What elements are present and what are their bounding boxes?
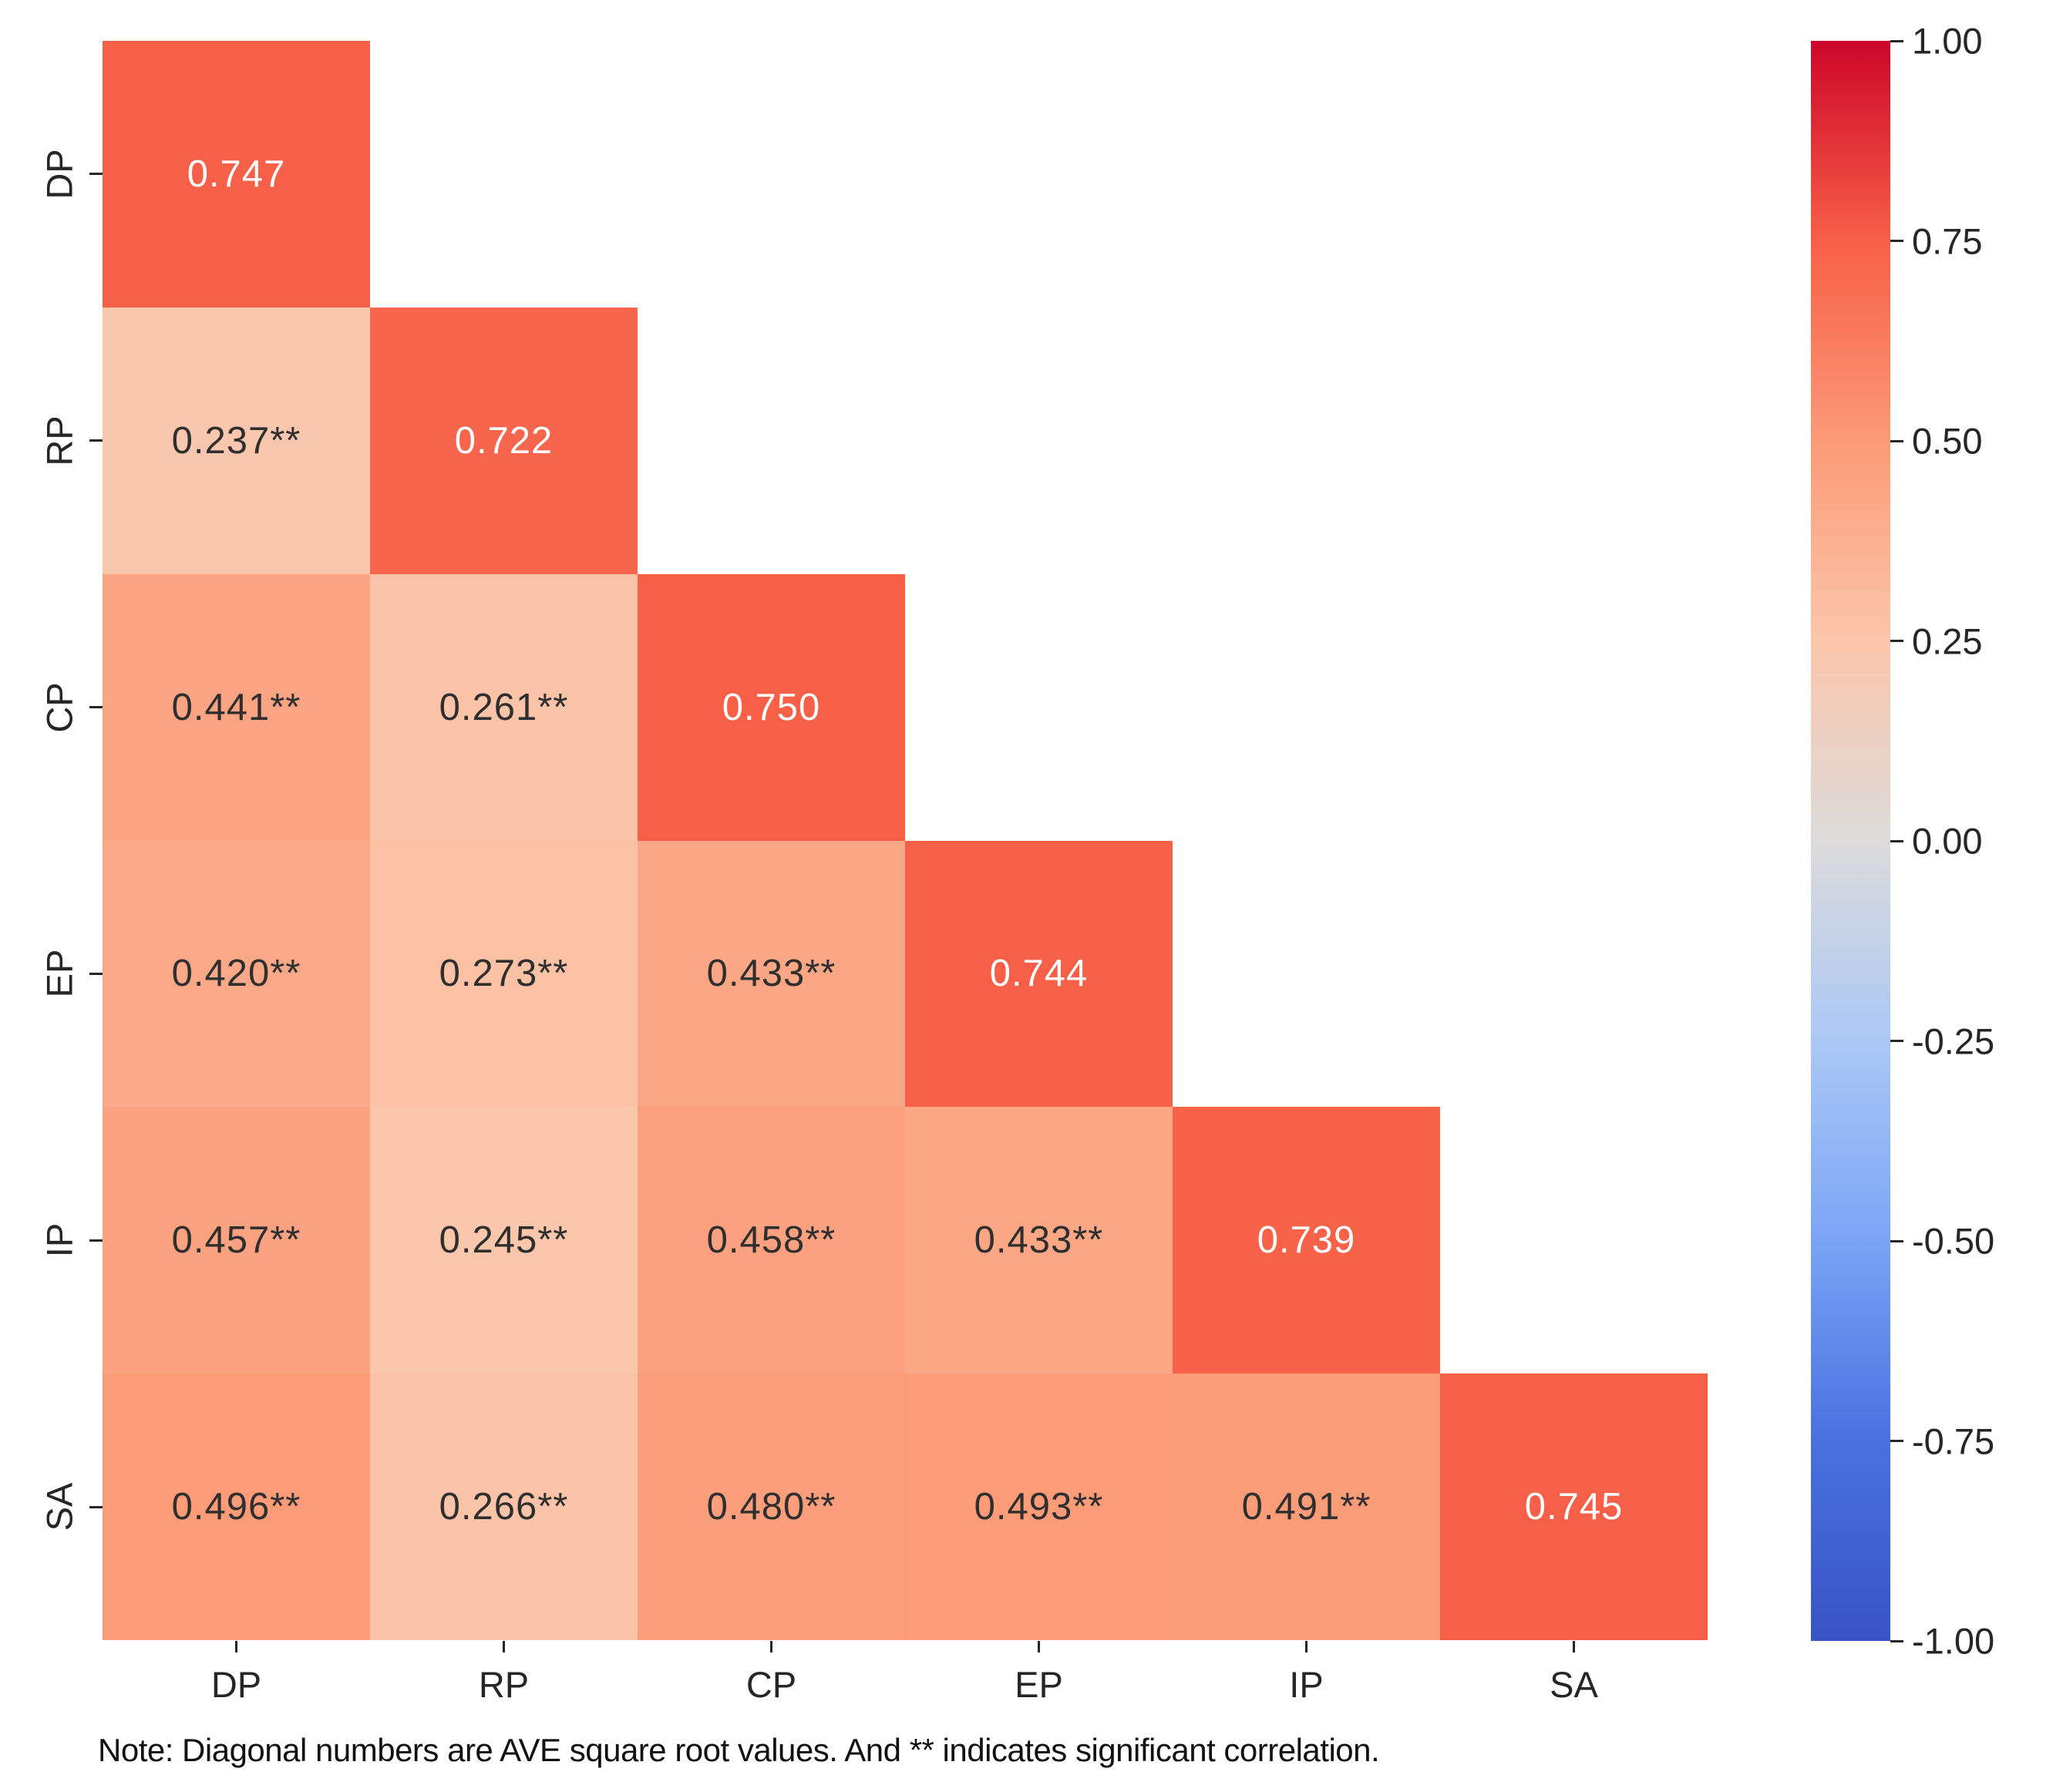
x-axis-tick: [1038, 1641, 1040, 1652]
x-tick-label: IP: [1289, 1664, 1324, 1705]
colorbar-tick: [1890, 240, 1903, 242]
heatmap-cell: 0.744: [905, 840, 1173, 1108]
colorbar-tick: [1890, 640, 1903, 642]
x-tick-label: DP: [210, 1664, 262, 1705]
x-tick-label: CP: [745, 1664, 797, 1705]
colorbar-tick: [1890, 1040, 1903, 1042]
heatmap-cell: 0.273**: [370, 840, 638, 1108]
heatmap-cell: 0.750: [638, 573, 905, 841]
heatmap-cell: 0.441**: [103, 573, 370, 841]
colorbar-tick: [1890, 39, 1903, 42]
y-axis-tick: [89, 1239, 103, 1242]
heatmap-cell: 0.420**: [103, 840, 370, 1108]
heatmap-cell: [1173, 574, 1440, 841]
heatmap-cell: [1173, 308, 1440, 574]
colorbar-tick: [1890, 439, 1903, 442]
heatmap-cell: 0.245**: [370, 1107, 638, 1374]
y-axis-tick: [89, 706, 103, 709]
heatmap-cell: 0.266**: [370, 1373, 638, 1640]
colorbar-tick-label: -0.75: [1912, 1420, 1995, 1461]
y-axis-tick: [89, 972, 103, 975]
heatmap-cell: 0.739: [1173, 1107, 1440, 1374]
heatmap-cell: 0.493**: [905, 1373, 1173, 1640]
heatmap-cell: 0.496**: [103, 1373, 370, 1640]
colorbar-gradient: [1811, 41, 1890, 1641]
colorbar-tick-label: -0.50: [1912, 1220, 1995, 1262]
x-axis-tick: [1305, 1641, 1308, 1652]
heatmap-cell: [905, 574, 1173, 841]
heatmap-cell: [1440, 574, 1708, 841]
heatmap-cell: 0.480**: [638, 1373, 905, 1640]
y-tick-label: RP: [39, 415, 80, 466]
colorbar-tick: [1890, 1440, 1903, 1442]
colorbar: [1811, 41, 1890, 1641]
heatmap-cell: 0.237**: [103, 307, 370, 574]
heatmap-cell: 0.261**: [370, 573, 638, 841]
y-tick-label: EP: [39, 950, 80, 998]
y-tick-label: SA: [39, 1482, 80, 1531]
heatmap-cell: [638, 41, 905, 308]
y-tick-label: IP: [39, 1223, 80, 1258]
colorbar-tick-label: -0.25: [1912, 1020, 1995, 1061]
colorbar-tick-label: -1.00: [1912, 1620, 1995, 1662]
heatmap-cell: [1173, 41, 1440, 308]
colorbar-tick: [1890, 1239, 1903, 1242]
heatmap-cell: 0.745: [1440, 1373, 1708, 1640]
colorbar-tick-label: 0.00: [1912, 820, 1983, 862]
heatmap-cell: [1440, 1107, 1708, 1373]
x-axis-tick: [770, 1641, 772, 1652]
x-tick-label: EP: [1015, 1664, 1063, 1705]
x-tick-label: SA: [1550, 1664, 1598, 1705]
heatmap-cell: 0.433**: [638, 840, 905, 1108]
heatmap-cell: [1440, 308, 1708, 574]
heatmap-cell: [638, 308, 905, 574]
heatmap-cell: 0.747: [103, 41, 370, 308]
heatmap-cell: [1440, 41, 1708, 308]
heatmap-cell: 0.722: [370, 307, 638, 574]
heatmap-cell: [1173, 841, 1440, 1108]
y-axis-tick: [89, 173, 103, 176]
x-axis-tick: [503, 1641, 505, 1652]
heatmap-cell: 0.491**: [1173, 1373, 1440, 1640]
heatmap-cell: 0.433**: [905, 1107, 1173, 1374]
colorbar-tick-label: 0.75: [1912, 220, 1983, 261]
y-axis-tick: [89, 1505, 103, 1508]
heatmap-cell: 0.457**: [103, 1107, 370, 1374]
y-axis-tick: [89, 439, 103, 442]
heatmap-cell: 0.458**: [638, 1107, 905, 1374]
x-tick-label: RP: [478, 1664, 530, 1705]
colorbar-tick-label: 0.50: [1912, 420, 1983, 462]
heatmap-cell: [905, 41, 1173, 308]
colorbar-tick: [1890, 1639, 1903, 1642]
y-tick-label: DP: [39, 149, 80, 200]
colorbar-tick: [1890, 839, 1903, 842]
heatmap-cell: [1440, 841, 1708, 1108]
colorbar-tick-label: 0.25: [1912, 620, 1983, 661]
x-axis-tick: [1573, 1641, 1575, 1652]
heatmap-grid: 0.747 0.237** 0.722 0.441** 0.261** 0.750 0.42…: [103, 41, 1708, 1640]
x-axis-tick: [235, 1641, 237, 1652]
heatmap-cell: [370, 41, 638, 308]
colorbar-tick-label: 1.00: [1912, 20, 1983, 62]
footnote: Note: Diagonal numbers are AVE square ro…: [98, 1732, 1380, 1768]
y-tick-label: CP: [39, 681, 80, 733]
heatmap-cell: [905, 308, 1173, 574]
